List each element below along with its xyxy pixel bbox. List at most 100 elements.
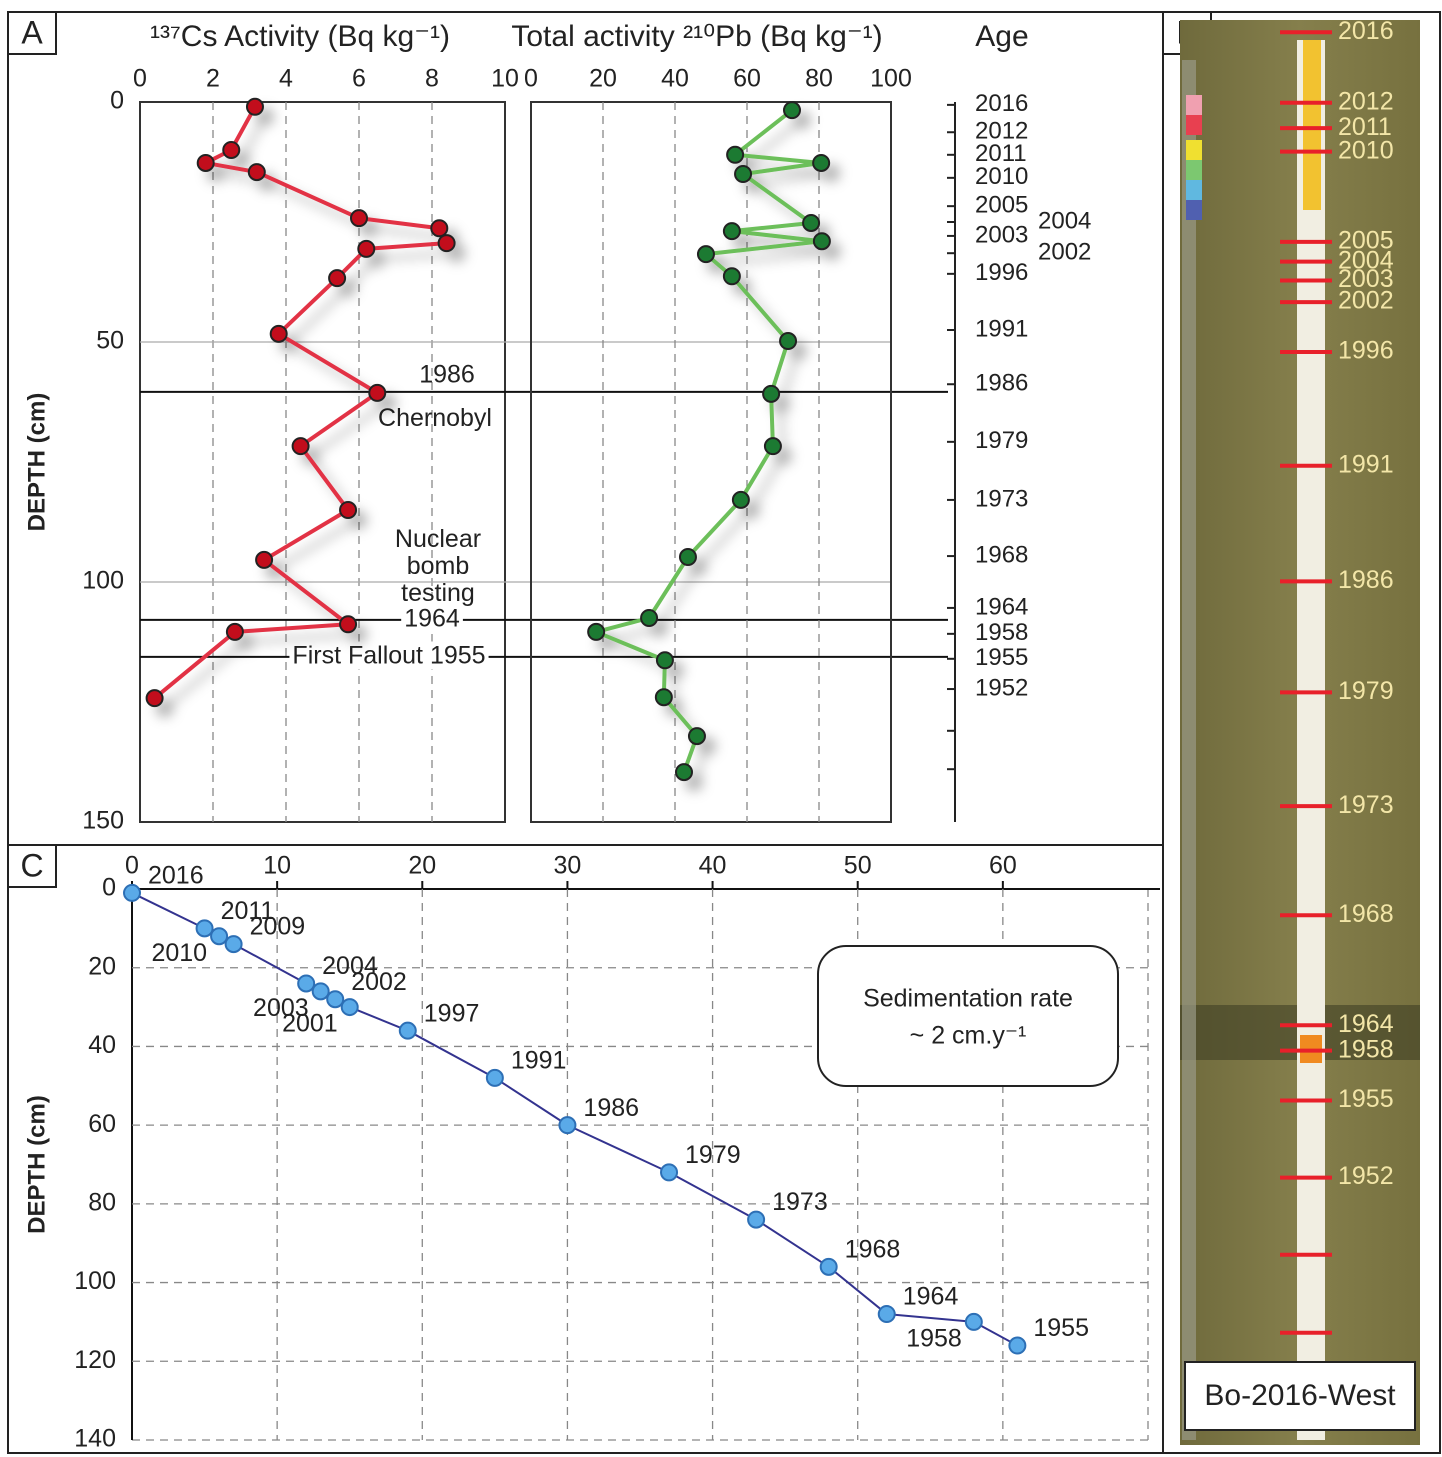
age-label: 1991 <box>975 315 1028 342</box>
core-label: 1968 <box>1338 900 1394 928</box>
data-point <box>311 982 330 1001</box>
data-point <box>722 222 741 241</box>
core-title: Bo-2016-West <box>1204 1379 1396 1412</box>
data-point <box>225 622 244 641</box>
core-label: 1952 <box>1338 1162 1394 1190</box>
data-point <box>339 615 358 634</box>
data-point <box>734 165 753 183</box>
age-label: 1986 <box>975 370 1028 397</box>
core-label: 1958 <box>1338 1035 1394 1063</box>
data-point <box>297 974 316 993</box>
x-tick-label: 10 <box>263 852 291 880</box>
age-label: 2010 <box>975 163 1028 190</box>
y-tick-label: 140 <box>74 1425 116 1453</box>
y-tick-label: 150 <box>82 807 124 835</box>
data-point <box>747 1210 766 1229</box>
x-tick-label: 40 <box>699 852 727 880</box>
core-label: 1979 <box>1338 677 1394 705</box>
data-point <box>350 209 368 228</box>
data-point <box>291 437 310 456</box>
color-chip <box>1186 140 1202 160</box>
axis-title: Age <box>975 20 1028 53</box>
age-label: 2011 <box>975 140 1027 167</box>
annotation-text: Sedimentation rate <box>863 985 1073 1013</box>
data-point <box>398 1021 417 1040</box>
color-chip <box>1186 200 1202 220</box>
x-tick-label: 30 <box>554 852 582 880</box>
x-tick-label: 4 <box>279 65 293 93</box>
data-point <box>255 550 274 569</box>
label-background <box>289 641 489 670</box>
point-label: 1997 <box>424 999 480 1027</box>
x-tick-label: 2 <box>206 65 220 93</box>
data-point <box>1008 1336 1027 1355</box>
point-label: 1986 <box>583 1094 639 1122</box>
event-label: 1964 <box>404 605 460 633</box>
point-label: 2004 <box>322 952 378 980</box>
x-tick-label: 100 <box>870 65 912 93</box>
age-label: 1958 <box>975 619 1028 646</box>
series <box>145 97 456 708</box>
point-label: 1958 <box>906 1325 962 1353</box>
annotation-box <box>817 945 1119 1087</box>
point-label: 2002 <box>351 968 407 996</box>
y-axis-label: DEPTH (cm) <box>23 393 50 532</box>
core-label: 1973 <box>1338 791 1394 819</box>
data-point <box>696 245 715 264</box>
y-tick-label: 0 <box>110 87 124 115</box>
age-label: 1955 <box>975 644 1028 671</box>
core-label: 1955 <box>1338 1085 1394 1113</box>
age-label: 1964 <box>975 593 1028 620</box>
data-point <box>655 651 674 670</box>
color-chip <box>1186 180 1202 200</box>
data-point <box>802 213 821 232</box>
y-tick-label: 100 <box>82 567 124 595</box>
y-tick-label: 0 <box>102 874 116 902</box>
age-label: 2004 <box>1038 207 1091 234</box>
core-label: 1986 <box>1338 566 1394 594</box>
data-point <box>731 490 750 509</box>
age-label: 1996 <box>975 259 1028 286</box>
age-label: 2016 <box>975 90 1028 117</box>
data-point <box>210 927 229 946</box>
core-label: 2016 <box>1338 17 1394 45</box>
data-point <box>326 990 345 1009</box>
series <box>123 883 1027 1355</box>
point-label: 1991 <box>511 1047 567 1075</box>
chart-title: ¹³⁷Cs Activity (Bq kg⁻¹) <box>150 20 450 53</box>
y-tick-label: 40 <box>88 1031 116 1059</box>
x-tick-label: 10 <box>491 65 519 93</box>
ruler <box>1297 40 1325 1440</box>
x-tick-label: 8 <box>425 65 439 93</box>
panel-frame <box>1162 11 1441 1454</box>
series <box>587 101 831 782</box>
age-label: 1973 <box>975 485 1028 512</box>
panel-letter: C <box>20 847 43 883</box>
event-text: Nuclear bomb testing <box>395 525 481 607</box>
color-chip <box>1186 95 1202 115</box>
data-point <box>485 1068 504 1087</box>
data-point <box>819 1257 838 1276</box>
data-point <box>224 935 243 954</box>
point-label: 1973 <box>772 1188 828 1216</box>
ruler-mark <box>1303 40 1321 210</box>
data-point <box>722 267 741 286</box>
event-label: First Fallout 1955 <box>292 641 485 669</box>
x-tick-label: 60 <box>733 65 761 93</box>
data-point <box>145 689 164 708</box>
data-point <box>726 145 745 164</box>
data-point <box>660 1163 679 1182</box>
data-point <box>269 324 288 343</box>
point-label: 2003 <box>253 994 309 1022</box>
plot-frame <box>139 101 506 823</box>
core-label: 2005 <box>1338 227 1394 255</box>
core-label: 1991 <box>1338 450 1394 478</box>
data-point <box>245 97 264 116</box>
x-tick-label: 80 <box>805 65 833 93</box>
label-background <box>401 604 463 633</box>
core-label: 2003 <box>1338 265 1394 293</box>
data-point <box>437 234 456 253</box>
data-point <box>779 332 798 351</box>
age-label: 2012 <box>975 118 1028 145</box>
core-label: 2002 <box>1338 287 1394 315</box>
